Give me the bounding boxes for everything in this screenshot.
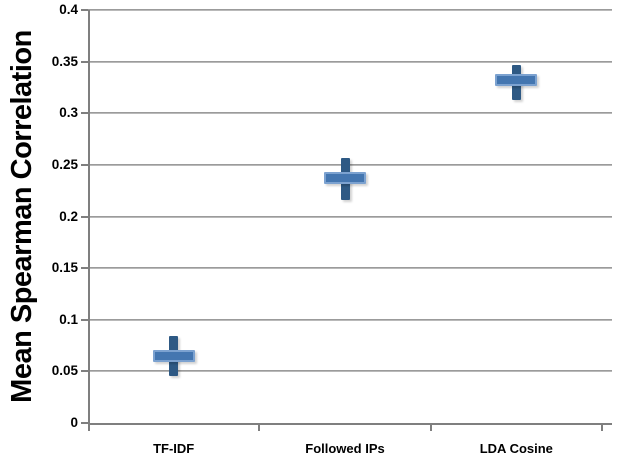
y-tick-mark (81, 318, 88, 321)
y-tick-mark (81, 215, 88, 218)
y-tick-label: 0.25 (51, 156, 78, 172)
y-tick-label: 0.15 (51, 260, 78, 276)
y-tick-label: 0.05 (51, 363, 78, 379)
x-tick-mark (258, 425, 261, 431)
x-category-label: TF-IDF (153, 441, 195, 456)
gridline (88, 318, 612, 321)
y-tick-mark (81, 9, 88, 11)
y-tick-label: 0.35 (51, 53, 78, 69)
y-tick-mark (81, 370, 88, 373)
data-point-marker (152, 349, 195, 362)
y-tick-mark (81, 163, 88, 166)
gridline (88, 112, 612, 115)
data-point-marker (495, 74, 538, 87)
gridline (88, 60, 612, 63)
data-point-marker (324, 172, 366, 185)
y-tick-label: 0.4 (59, 2, 78, 17)
y-tick-label: 0.2 (59, 208, 78, 224)
gridline (88, 215, 612, 218)
y-tick-label: 0 (70, 415, 78, 430)
x-axis-line (88, 423, 612, 425)
x-tick-mark (429, 425, 432, 431)
y-tick-mark (81, 267, 88, 270)
x-category-label: Followed IPs (305, 441, 385, 456)
y-tick-label: 0.1 (59, 311, 78, 327)
y-tick-mark (81, 112, 88, 115)
x-tick-mark (601, 425, 603, 431)
gridline (88, 163, 612, 166)
y-tick-label: 0.3 (59, 105, 78, 121)
gridline (88, 267, 612, 270)
y-axis-line (88, 10, 90, 431)
plot-area (88, 9, 612, 423)
y-tick-mark (81, 422, 88, 424)
y-tick-mark (81, 60, 88, 63)
gridline (88, 370, 612, 373)
x-category-label: LDA Cosine (479, 441, 553, 456)
gridline (88, 9, 612, 11)
